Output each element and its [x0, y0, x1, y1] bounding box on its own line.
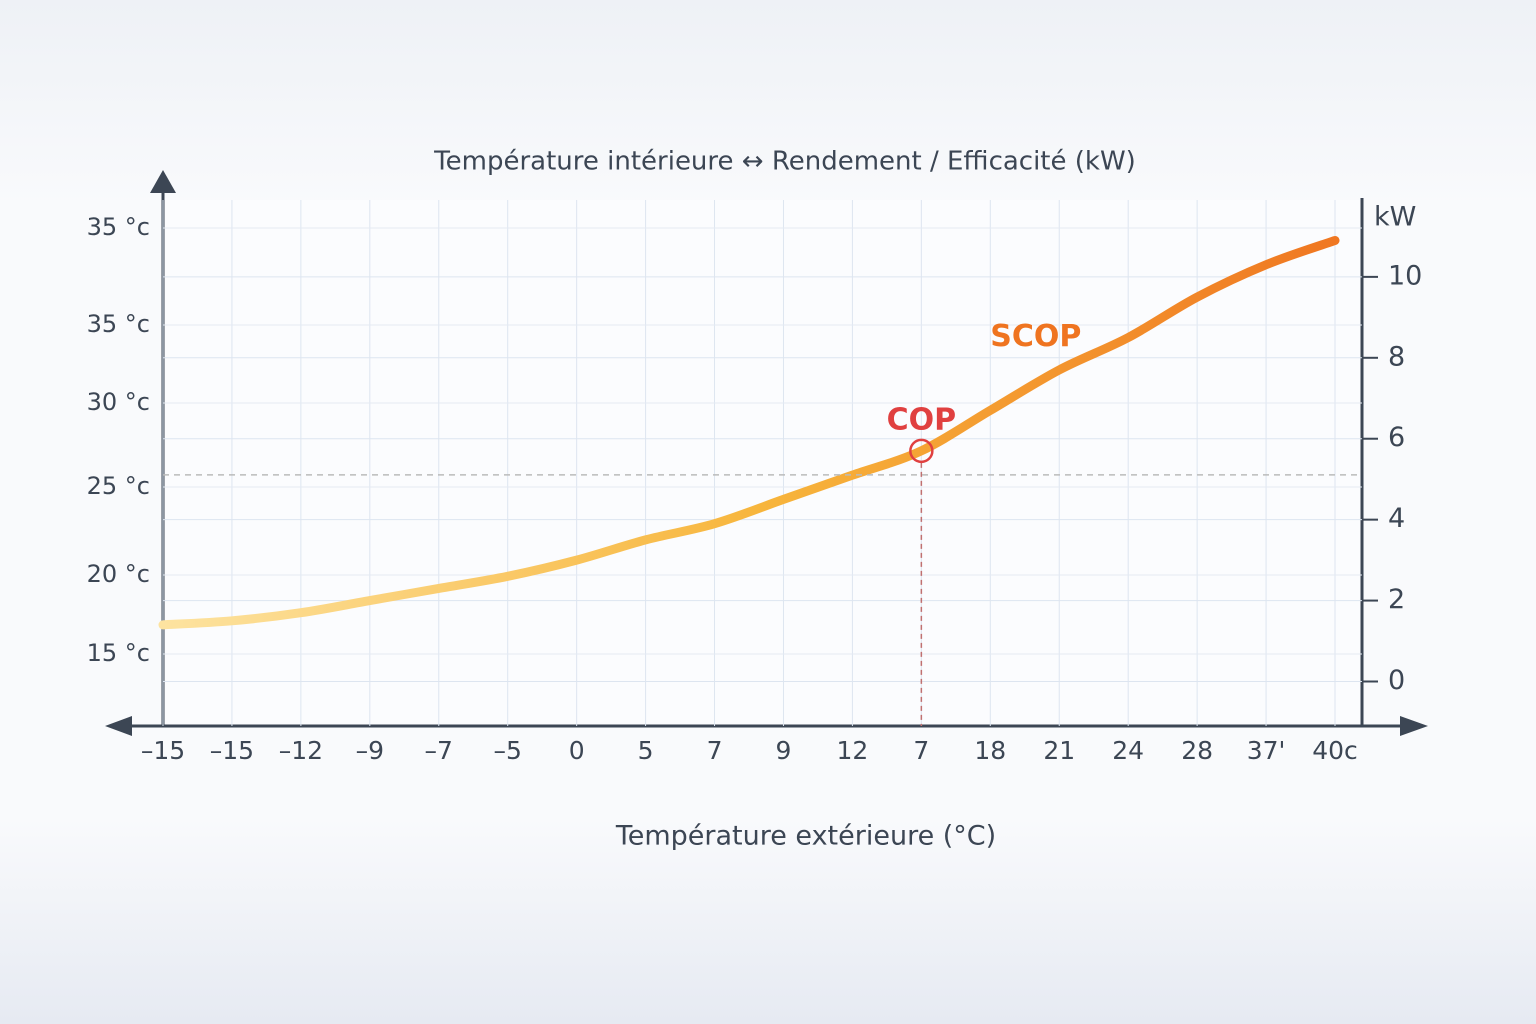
y2-tick-label: 4 [1388, 503, 1405, 534]
x-tick-label: 9 [776, 736, 792, 765]
y2-tick-label: 10 [1388, 260, 1422, 291]
marker [909, 438, 934, 464]
y-tick-label: 35 °c [87, 213, 150, 241]
x-tick-label: –9 [356, 736, 384, 765]
x-tick-label: –12 [279, 736, 323, 765]
x-tick-label: 40c [1312, 736, 1358, 765]
x-tick-label: –7 [425, 736, 453, 765]
arrow [1400, 716, 1428, 736]
arrow [105, 716, 132, 736]
y2-tick-label: 0 [1388, 665, 1405, 696]
x-tick-label: 0 [569, 736, 585, 765]
line [158, 235, 1340, 630]
x-tick-label: 37' [1247, 736, 1286, 765]
x-tick-label: 7 [913, 736, 929, 765]
y2-unit: kW [1374, 202, 1416, 233]
x-axis-label: Température extérieure (°C) [615, 821, 996, 852]
y-tick-label: 25 °c [87, 472, 150, 500]
y-tick-label: 30 °c [87, 388, 150, 416]
x-tick-label: 24 [1112, 736, 1144, 765]
x-tick-label: 7 [707, 736, 723, 765]
x-tick-label: –15 [141, 736, 185, 765]
y-tick-label: 15 °c [87, 639, 150, 667]
x-tick-label: –5 [494, 736, 522, 765]
y-tick-label: 35 °c [87, 310, 150, 338]
y2-tick-label: 2 [1388, 584, 1405, 615]
y2-tick-label: 6 [1388, 422, 1405, 453]
y2-tick-label: 8 [1388, 341, 1405, 372]
annotation: COP [887, 402, 957, 437]
x-tick-label: 18 [974, 736, 1006, 765]
chart-title: Température intérieure ↔ Rendement / Eff… [433, 147, 1136, 177]
x-tick-label: 5 [638, 736, 654, 765]
x-tick-label: 21 [1043, 736, 1075, 765]
x-tick-label: 12 [837, 736, 869, 765]
x-tick-label: 28 [1181, 736, 1213, 765]
x-tick-label: –15 [210, 736, 254, 765]
series-label: SCOP [990, 319, 1081, 354]
y-tick-label: 20 °c [87, 560, 150, 588]
arrow [150, 170, 176, 193]
plot-area [163, 200, 1362, 726]
